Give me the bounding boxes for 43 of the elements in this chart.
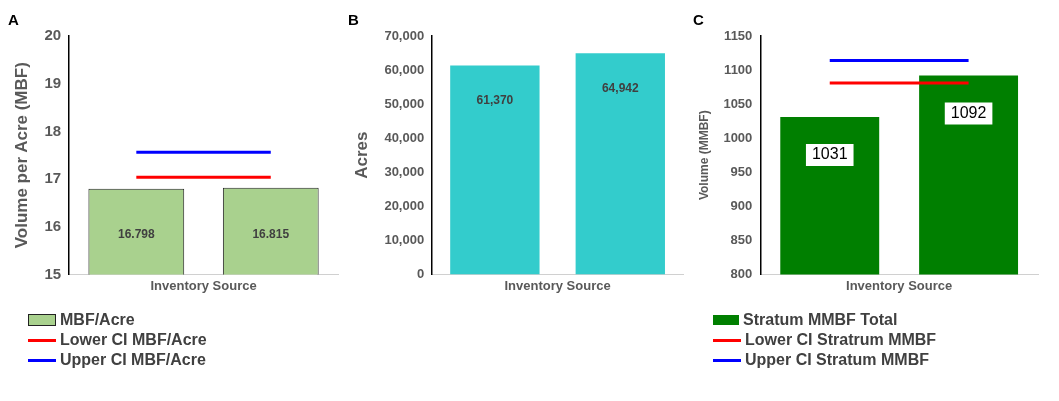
legend-label: Lower CI MBF/Acre [60,330,207,350]
y-axis-title: Volume per Acre (MBF) [11,62,31,249]
y-tick-label: 1000 [723,129,753,145]
legend-label: MBF/Acre [60,310,135,330]
legend-label: Upper CI MBF/Acre [60,350,206,370]
data-label: 16.798 [117,226,155,241]
x-axis-title: Inventory Source [150,277,257,293]
y-axis-title: Acres [351,131,371,179]
data-label: 1092 [950,103,987,121]
y-tick-label: 1150 [724,27,753,43]
y-tick-label: 20,000 [384,197,425,213]
chart-title: A [8,11,19,29]
data-label: 16.815 [252,226,290,241]
legend-label: Stratum MMBF Total [743,310,898,330]
data-label: 61,370 [476,92,514,107]
y-tick-label: 0 [416,265,425,281]
data-label: 64,942 [601,80,639,95]
y-tick-label: 900 [730,197,753,213]
x-axis-title: Inventory Source [504,277,611,293]
y-tick-label: 50,000 [384,95,425,111]
y-tick-label: 10,000 [384,231,425,247]
y-tick-label: 16 [44,216,62,234]
legend-label: Lower CI Stratrum MMBF [745,330,937,350]
y-tick-label: 40,000 [384,129,425,145]
x-axis-title: Inventory Source [846,277,953,293]
y-tick-label: 1100 [724,61,753,77]
chart-title: B [348,11,359,29]
chart-title: C [693,11,704,29]
y-tick-label: 15 [44,264,62,282]
y-tick-label: 17 [44,169,62,187]
y-tick-label: 800 [730,265,753,281]
y-tick-label: 70,000 [384,27,425,43]
y-tick-label: 20 [44,26,62,44]
y-tick-label: 950 [730,163,753,179]
y-tick-label: 19 [44,73,62,91]
y-tick-label: 60,000 [384,61,425,77]
y-tick-label: 1050 [723,95,753,111]
y-tick-label: 18 [44,121,62,139]
data-label: 1031 [811,145,848,163]
y-tick-label: 30,000 [384,163,425,179]
legend-label: Upper CI Stratum MMBF [745,350,929,370]
y-tick-label: 850 [730,231,753,247]
y-axis-title: Volume (MMBF) [696,110,711,201]
